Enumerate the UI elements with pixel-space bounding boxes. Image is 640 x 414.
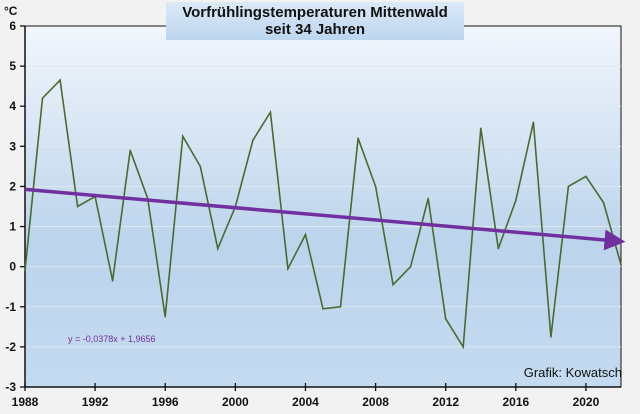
x-tick-label: 1988 bbox=[12, 395, 39, 409]
data-point-2014 bbox=[479, 127, 482, 130]
y-tick-label: 6 bbox=[9, 19, 16, 33]
trend-equation: y = -0,0378x + 1,9656 bbox=[68, 334, 156, 344]
y-tick-label: 1 bbox=[9, 220, 16, 234]
x-tick-label: 2016 bbox=[502, 395, 529, 409]
data-point-2016 bbox=[515, 199, 517, 202]
data-point-1990 bbox=[59, 79, 61, 81]
data-point-2020 bbox=[585, 175, 587, 178]
data-point-1993 bbox=[111, 279, 114, 282]
data-point-2002 bbox=[269, 111, 272, 114]
data-point-1996 bbox=[164, 316, 167, 318]
data-point-2017 bbox=[532, 121, 535, 124]
data-point-2013 bbox=[462, 346, 465, 348]
data-point-2012 bbox=[444, 318, 447, 320]
y-tick-label: 4 bbox=[9, 99, 16, 113]
data-point-1999 bbox=[217, 247, 219, 250]
x-axis: 1988 1992 1996 2000 2004 2008 2012 2016 2020 bbox=[12, 383, 621, 409]
data-point-2010 bbox=[409, 265, 412, 268]
gridlines bbox=[25, 65, 621, 348]
data-point-2003 bbox=[287, 267, 289, 270]
y-tick-label: -2 bbox=[5, 340, 16, 354]
y-tick-label: 0 bbox=[9, 260, 16, 274]
y-tick-label: -3 bbox=[5, 380, 16, 394]
x-tick-label: 2020 bbox=[573, 395, 600, 409]
x-tick-label: 2012 bbox=[432, 395, 459, 409]
x-tick-label: 2008 bbox=[362, 395, 389, 409]
data-point-2005 bbox=[322, 307, 324, 310]
y-tick-label: 5 bbox=[9, 59, 16, 73]
y-tick-label: 3 bbox=[9, 139, 16, 153]
data-point-2018 bbox=[550, 336, 552, 338]
credit-annotation: Grafik: Kowatsch bbox=[523, 365, 622, 380]
chart-title: Vorfrühlingstemperaturen Mittenwald bbox=[182, 4, 448, 21]
x-tick-label: 1996 bbox=[152, 395, 179, 409]
y-axis: 6 5 4 3 2 1 0 -1 -2 -3 bbox=[5, 19, 26, 394]
data-point-2021 bbox=[602, 201, 605, 204]
x-tick-label: 2004 bbox=[292, 395, 319, 409]
data-point-1997 bbox=[181, 135, 184, 138]
x-tick-label: 2000 bbox=[222, 395, 249, 409]
data-point-2006 bbox=[339, 305, 342, 308]
data-point-2022 bbox=[620, 263, 622, 266]
data-point-2009 bbox=[392, 283, 394, 286]
y-tick-label: 2 bbox=[9, 179, 16, 193]
x-tick-label: 1992 bbox=[82, 395, 109, 409]
data-point-1994 bbox=[129, 149, 131, 152]
data-point-2011 bbox=[427, 197, 429, 200]
data-point-1991 bbox=[76, 205, 79, 208]
data-point-2008 bbox=[374, 185, 377, 188]
data-point-2007 bbox=[357, 137, 359, 140]
y-axis-unit-label: °C bbox=[4, 4, 18, 18]
data-point-2019 bbox=[567, 185, 570, 188]
data-point-1989 bbox=[41, 97, 44, 99]
data-point-1988 bbox=[24, 269, 26, 272]
data-point-1998 bbox=[199, 165, 202, 168]
data-point-2001 bbox=[252, 139, 254, 142]
chart-subtitle: seit 34 Jahren bbox=[264, 21, 366, 38]
data-point-2015 bbox=[497, 247, 500, 250]
data-point-2004 bbox=[304, 233, 307, 236]
y-tick-label: -1 bbox=[5, 300, 16, 314]
plot-area bbox=[24, 25, 622, 388]
trend-line bbox=[24, 187, 626, 251]
chart-title-box: Vorfrühlingstemperaturen Mittenwald seit… bbox=[166, 2, 464, 40]
